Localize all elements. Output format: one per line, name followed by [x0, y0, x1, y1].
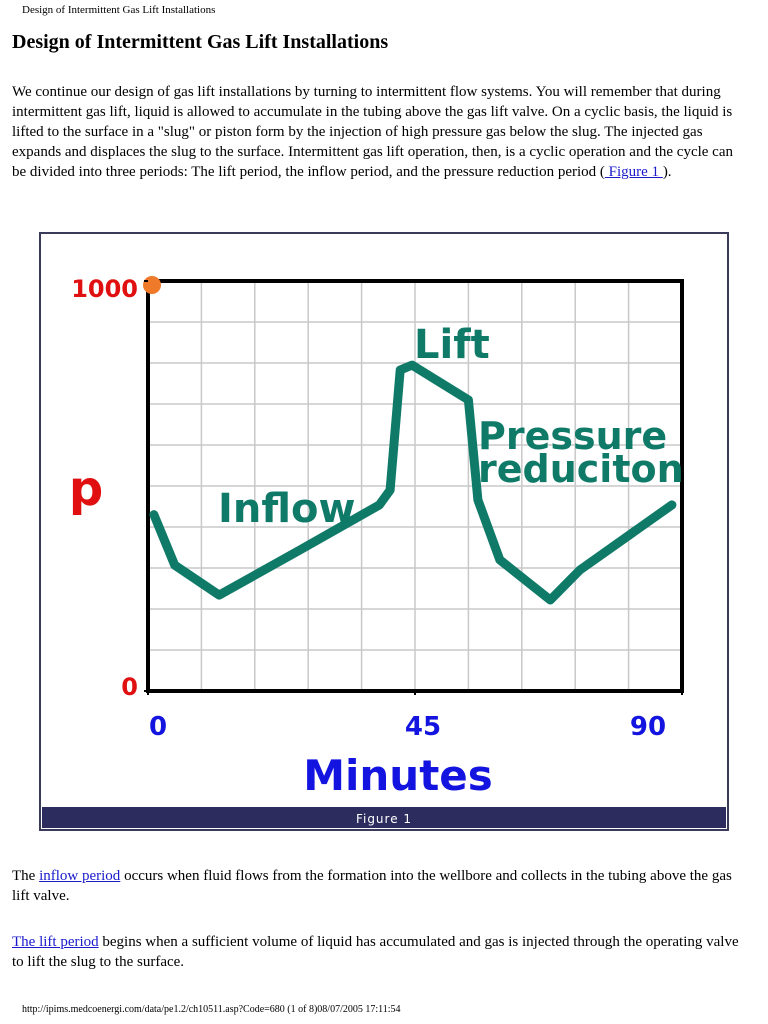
- text: begins when a sufficient volume of liqui…: [12, 934, 739, 970]
- caption-bar: [42, 807, 726, 828]
- x-tick-label: 0: [149, 712, 167, 742]
- x-tick-label: 90: [630, 712, 666, 742]
- y-tick-label: 1000: [71, 275, 138, 303]
- title: Design of Intermittent Gas Lift Installa…: [12, 31, 389, 53]
- annotation: reduciton: [478, 447, 684, 491]
- paragraph: The lift period begins when a sufficient…: [12, 932, 744, 972]
- annotation: Lift: [414, 322, 490, 368]
- annotation: Pressure: [478, 414, 667, 458]
- x-tick-label: 45: [405, 712, 441, 742]
- figure-frame: [39, 232, 729, 831]
- text: We continue our design of gas lift insta…: [12, 84, 733, 180]
- annotation: Inflow: [218, 486, 355, 532]
- page-footer: http://ipims.medcoenergi.com/data/pe1.2/…: [22, 1004, 401, 1015]
- link[interactable]: The lift period: [12, 934, 99, 950]
- paragraph: The inflow period occurs when fluid flow…: [12, 866, 744, 906]
- data-line: [149, 360, 677, 605]
- intro-paragraph: We continue our design of gas lift insta…: [12, 82, 744, 182]
- text: ).: [662, 164, 672, 180]
- figure-link[interactable]: Figure 1: [604, 164, 663, 180]
- axis-origin-dot: [143, 276, 161, 294]
- page-header: Design of Intermittent Gas Lift Installa…: [22, 4, 216, 16]
- text: occurs when fluid flows from the formati…: [12, 868, 732, 904]
- figure-caption: Figure 1: [356, 812, 412, 826]
- x-axis-label: Minutes: [303, 751, 493, 800]
- y-axis-label: p: [69, 461, 103, 517]
- text: The: [12, 868, 40, 884]
- figure: Figure 1 0 1000 0 45 90 Minutes p Lift Inflow Pre…: [39, 232, 729, 831]
- y-tick-label: 0: [121, 673, 138, 701]
- link[interactable]: inflow period: [39, 868, 121, 884]
